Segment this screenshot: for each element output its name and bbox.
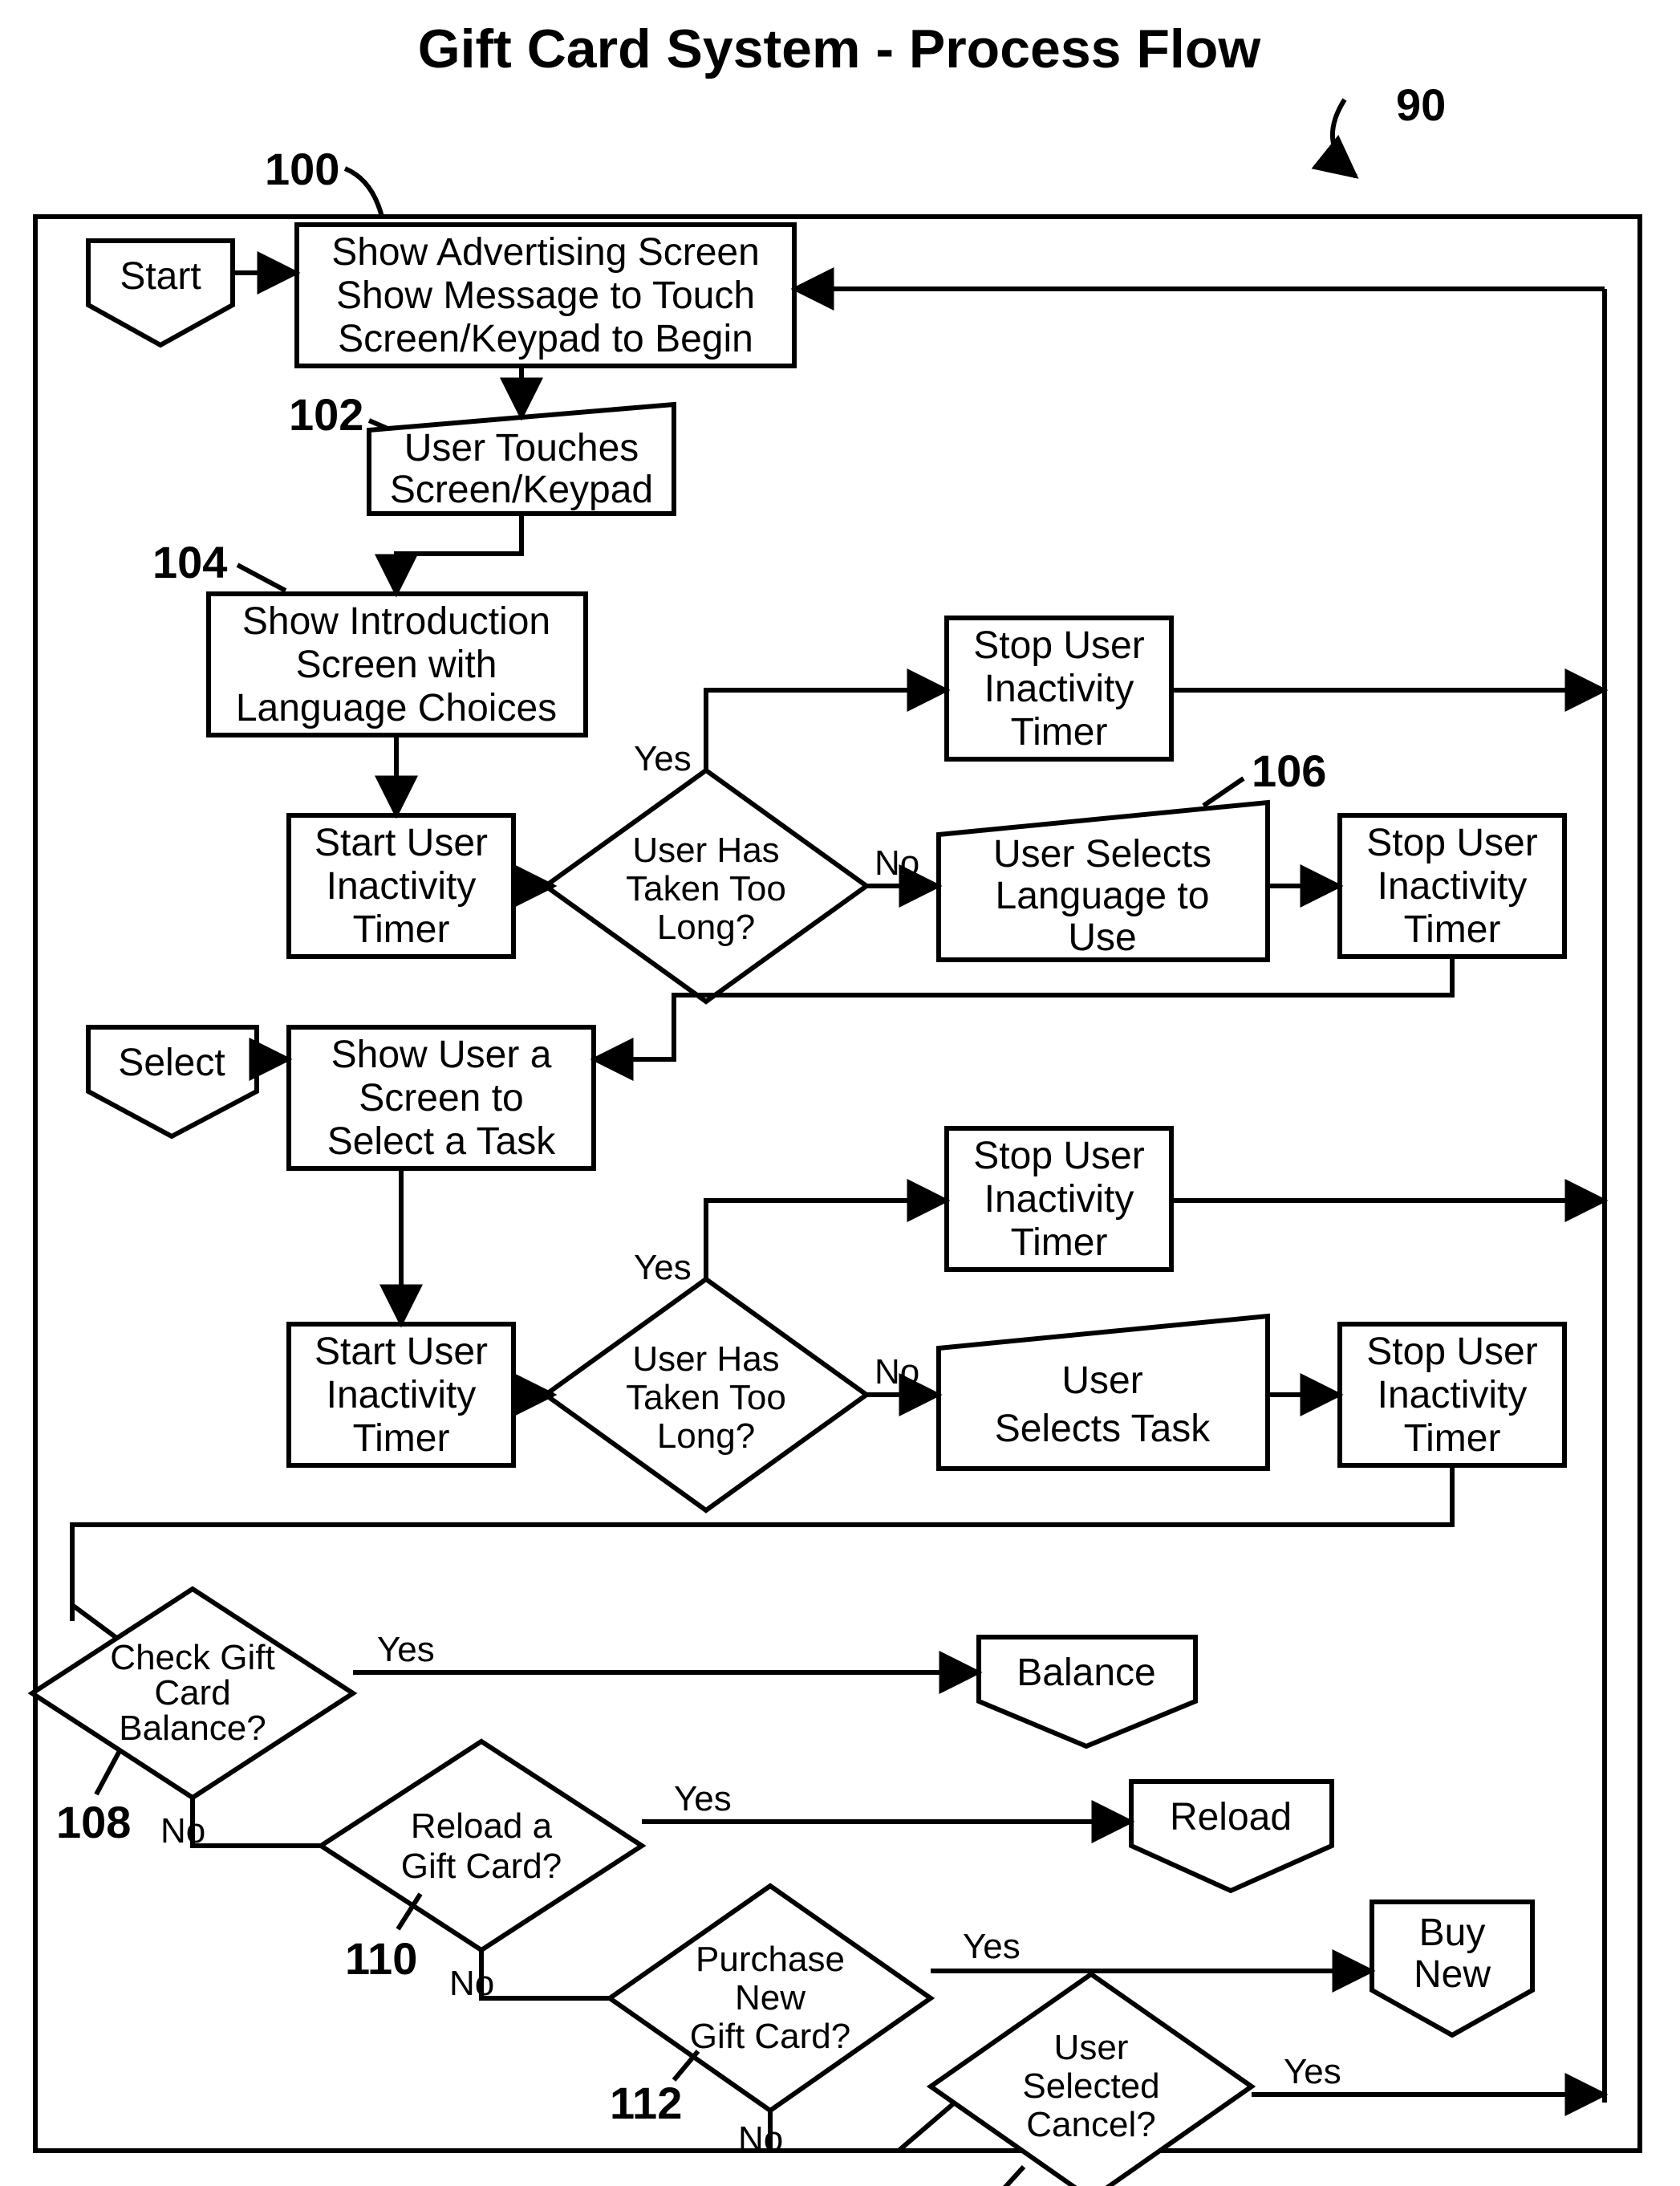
svg-text:Inactivity: Inactivity <box>984 1178 1134 1221</box>
node-advertising: Show Advertising Screen Show Message to … <box>297 225 794 366</box>
svg-text:User Has: User Has <box>632 831 779 870</box>
svg-text:Timer: Timer <box>353 908 450 951</box>
svg-text:Stop User: Stop User <box>973 624 1144 667</box>
edge-yes-purchase: Yes <box>963 1927 1021 1966</box>
svg-text:Screen with: Screen with <box>296 644 497 686</box>
svg-text:Balance?: Balance? <box>119 1709 266 1748</box>
svg-text:Purchase: Purchase <box>696 1940 845 1979</box>
edge-no-2: No <box>874 1352 919 1392</box>
svg-text:Show Message to Touch: Show Message to Touch <box>336 274 755 317</box>
svg-text:Start User: Start User <box>314 822 488 864</box>
svg-text:New: New <box>735 1978 806 2017</box>
svg-text:Timer: Timer <box>353 1417 450 1460</box>
svg-text:User Touches: User Touches <box>404 427 639 469</box>
svg-text:Use: Use <box>1068 916 1136 959</box>
svg-text:Show Introduction: Show Introduction <box>242 600 550 643</box>
svg-text:Selected: Selected <box>1022 2066 1159 2106</box>
edge-no-1: No <box>874 843 919 883</box>
node-stop-timer-b: Stop User Inactivity Timer <box>1340 815 1564 957</box>
ref-106: 106 <box>1252 746 1326 796</box>
svg-text:User: User <box>1054 2028 1129 2067</box>
ref-108: 108 <box>56 1797 131 1847</box>
decision-reload: Reload a Gift Card? <box>321 1741 642 1950</box>
svg-text:Timer: Timer <box>1404 1417 1501 1460</box>
svg-text:Balance: Balance <box>1017 1652 1155 1694</box>
svg-text:New: New <box>1414 1953 1491 1996</box>
svg-text:Stop User: Stop User <box>973 1135 1144 1177</box>
node-select-task: User Selects Task <box>939 1316 1268 1469</box>
ref-90: 90 <box>1396 79 1446 130</box>
edge-yes-reload: Yes <box>674 1779 732 1818</box>
svg-text:Stop User: Stop User <box>1366 1331 1537 1373</box>
node-stop-timer-a: Stop User Inactivity Timer <box>947 618 1171 759</box>
edge-yes-1: Yes <box>634 739 692 778</box>
svg-text:Reload a: Reload a <box>411 1806 553 1846</box>
svg-text:Check Gift: Check Gift <box>110 1638 274 1677</box>
svg-text:Inactivity: Inactivity <box>1378 865 1528 908</box>
svg-text:Inactivity: Inactivity <box>1378 1374 1528 1416</box>
node-user-touches: User Touches Screen/Keypad <box>369 404 674 514</box>
decision-timeout-2: User Has Taken Too Long? <box>546 1279 866 1510</box>
node-start-timer-1: Start User Inactivity Timer <box>289 815 513 957</box>
svg-text:Show User a: Show User a <box>331 1034 552 1076</box>
svg-text:Language Choices: Language Choices <box>236 687 557 729</box>
node-show-task-screen: Show User a Screen to Select a Task <box>289 1027 594 1168</box>
svg-text:Gift Card?: Gift Card? <box>690 2017 851 2056</box>
ref-102: 102 <box>289 389 363 440</box>
svg-text:Language to: Language to <box>996 875 1210 917</box>
svg-text:Screen/Keypad: Screen/Keypad <box>390 469 653 511</box>
svg-text:Screen/Keypad to Begin: Screen/Keypad to Begin <box>338 318 753 360</box>
svg-text:User Has: User Has <box>632 1339 779 1379</box>
svg-text:Gift Card?: Gift Card? <box>401 1847 562 1886</box>
edge-yes-cancel: Yes <box>1284 2052 1341 2091</box>
svg-text:Long?: Long? <box>657 1416 755 1456</box>
svg-text:Screen to: Screen to <box>359 1077 523 1119</box>
svg-text:Timer: Timer <box>1011 1221 1108 1264</box>
svg-text:Cancel?: Cancel? <box>1026 2105 1155 2144</box>
ref-104: 104 <box>152 537 227 587</box>
ref-110: 110 <box>345 1933 417 1984</box>
decision-cancel: User Selected Cancel? <box>931 1974 1252 2186</box>
svg-text:User Selects: User Selects <box>993 833 1211 876</box>
svg-text:Timer: Timer <box>1404 908 1501 951</box>
connector-balance: Balance <box>979 1637 1195 1746</box>
svg-text:Stop User: Stop User <box>1366 822 1537 864</box>
node-intro-screen: Show Introduction Screen with Language C… <box>209 594 586 735</box>
flowchart-canvas: Gift Card System - Process Flow 90 Start… <box>0 0 1680 2186</box>
connector-reload: Reload <box>1131 1782 1332 1891</box>
node-start-timer-2: Start User Inactivity Timer <box>289 1324 513 1465</box>
svg-text:Reload: Reload <box>1170 1796 1292 1839</box>
svg-text:Long?: Long? <box>657 908 755 947</box>
connector-start: Start <box>88 241 233 345</box>
svg-text:Inactivity: Inactivity <box>984 668 1134 710</box>
node-stop-timer-c: Stop User Inactivity Timer <box>947 1128 1171 1270</box>
edge-yes-balance: Yes <box>377 1630 435 1669</box>
svg-text:User: User <box>1061 1359 1142 1402</box>
decision-timeout-1: User Has Taken Too Long? <box>546 770 866 1002</box>
svg-text:Select: Select <box>118 1042 225 1084</box>
svg-text:Timer: Timer <box>1011 711 1108 754</box>
decision-purchase: Purchase New Gift Card? <box>610 1886 931 2111</box>
node-select-language: User Selects Language to Use <box>939 802 1268 960</box>
diagram-title: Gift Card System - Process Flow <box>418 18 1262 79</box>
edge-yes-2: Yes <box>634 1248 692 1287</box>
svg-text:Buy: Buy <box>1419 1912 1486 1954</box>
svg-text:Select a Task: Select a Task <box>327 1120 557 1163</box>
svg-text:Card: Card <box>154 1673 230 1713</box>
connector-buynew: Buy New <box>1372 1902 1532 2035</box>
svg-text:Show Advertising Screen: Show Advertising Screen <box>331 231 760 274</box>
svg-text:Start: Start <box>120 255 201 298</box>
svg-text:Inactivity: Inactivity <box>327 1374 477 1416</box>
ref-112: 112 <box>610 2078 682 2128</box>
svg-text:Selects Task: Selects Task <box>995 1408 1211 1450</box>
svg-text:Start User: Start User <box>314 1331 488 1373</box>
svg-text:Taken Too: Taken Too <box>626 869 786 908</box>
svg-text:Inactivity: Inactivity <box>327 865 477 908</box>
connector-select: Select <box>88 1027 257 1136</box>
outer-border <box>35 217 1640 2151</box>
svg-text:Taken Too: Taken Too <box>626 1378 786 1417</box>
node-stop-timer-d: Stop User Inactivity Timer <box>1340 1324 1564 1465</box>
decision-check-balance: Check Gift Card Balance? <box>32 1589 353 1798</box>
ref-100: 100 <box>265 144 339 194</box>
